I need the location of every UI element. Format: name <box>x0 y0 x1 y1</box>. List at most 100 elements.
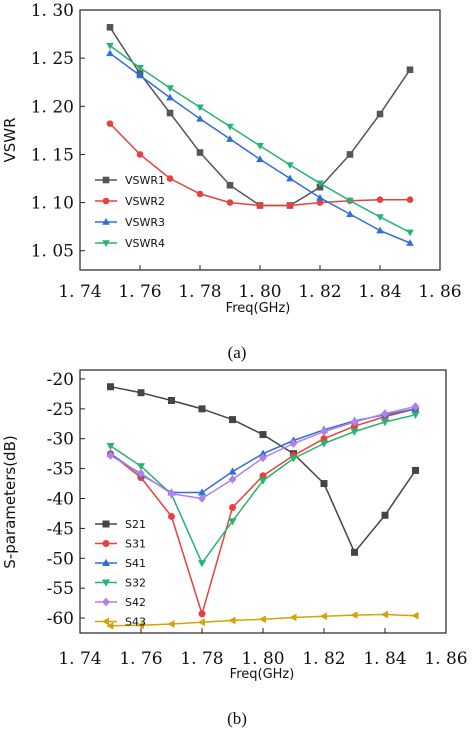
data-point-s41 <box>197 488 207 496</box>
data-point-vswr2 <box>376 196 384 204</box>
legend-marker-s31 <box>102 540 110 547</box>
legend-label-vswr3: VSWR3 <box>125 216 165 229</box>
data-point-s31 <box>198 610 206 618</box>
data-point-s21 <box>107 383 114 391</box>
y-tick-label: 1. 15 <box>31 145 74 165</box>
data-point-vswr4 <box>136 64 144 72</box>
data-point-vswr1 <box>166 109 174 117</box>
x-tick-label: 1. 82 <box>298 282 341 302</box>
legend-label-s21: S21 <box>125 518 146 531</box>
legend-marker-vswr1 <box>102 176 110 184</box>
data-point-s42 <box>381 409 389 419</box>
data-point-vswr2 <box>136 151 144 158</box>
data-point-vswr3 <box>316 193 324 201</box>
data-point-vswr4 <box>346 197 354 205</box>
data-point-vswr2 <box>316 199 324 206</box>
data-point-s43 <box>258 615 266 624</box>
legend-label-vswr2: VSWR2 <box>125 195 165 208</box>
data-point-s42 <box>137 469 145 478</box>
data-point-s42 <box>228 475 237 484</box>
legend-label-s42: S42 <box>125 596 146 609</box>
x-tick-label: 1. 78 <box>178 282 221 302</box>
data-point-vswr1 <box>226 181 234 189</box>
data-point-s32 <box>258 477 268 485</box>
data-point-s42 <box>106 451 115 460</box>
data-point-s32 <box>136 463 146 471</box>
data-point-s43 <box>350 611 358 619</box>
data-point-vswr2 <box>256 202 264 209</box>
data-point-vswr1 <box>346 151 354 158</box>
legend-a: VSWR1 VSWR2 VSWR3 VSWR4 <box>95 174 165 250</box>
legend-marker-s41 <box>101 558 111 566</box>
data-point-s21 <box>351 548 358 556</box>
data-point-s43 <box>411 611 419 620</box>
y-tick-label: -40 <box>47 490 74 510</box>
x-tick-label: 1. 74 <box>58 649 101 669</box>
y-tick-label: -35 <box>47 460 74 480</box>
legend-label-s31: S31 <box>125 538 146 551</box>
data-point-vswr4 <box>166 85 174 92</box>
data-point-vswr2 <box>406 196 414 204</box>
series-line-s31 <box>110 408 416 615</box>
data-point-vswr4 <box>316 180 324 188</box>
x-tick-labels-b: 1. 74 1. 76 1. 78 1. 80 1. 82 1. 84 1. 86 <box>58 628 468 669</box>
x-tick-label: 1. 80 <box>241 649 284 669</box>
y-tick-label: -60 <box>47 609 74 629</box>
legend-label-vswr1: VSWR1 <box>125 174 165 187</box>
plot-area-frame-b <box>79 369 447 634</box>
data-point-vswr3 <box>166 93 174 101</box>
data-point-s21 <box>198 405 206 413</box>
data-point-vswr1 <box>376 110 384 118</box>
data-point-s43 <box>319 612 327 621</box>
x-axis-title-a: Freq(GHz) <box>226 301 291 316</box>
y-tick-label: -45 <box>47 519 74 539</box>
data-point-s31 <box>320 435 328 443</box>
data-point-s43 <box>106 621 114 630</box>
chart-panel-a: 1. 74 1. 76 1. 78 1. 80 1. 82 1. 84 1. 86 1. 3… <box>1 1 462 362</box>
data-point-s31 <box>259 472 267 480</box>
y-tick-label: -55 <box>47 579 74 599</box>
data-point-s42 <box>411 402 420 411</box>
legend-label-vswr4: VSWR4 <box>125 237 165 250</box>
data-point-vswr3 <box>196 114 204 122</box>
legend-marker-s42 <box>102 597 110 607</box>
data-point-s32 <box>319 440 329 448</box>
data-point-vswr3 <box>346 210 354 217</box>
data-point-vswr3 <box>286 174 294 182</box>
series-line-s21 <box>110 385 417 554</box>
y-tick-label: -25 <box>47 400 74 420</box>
data-point-s31 <box>168 512 175 520</box>
legend-label-s32: S32 <box>125 577 146 590</box>
data-point-vswr4 <box>256 142 264 150</box>
data-point-vswr1 <box>196 149 204 156</box>
data-point-s43 <box>380 610 388 619</box>
x-axis-title-b: Freq(GHz) <box>230 667 295 682</box>
data-point-s32 <box>228 518 237 526</box>
y-tick-label: 1. 05 <box>31 242 74 262</box>
series-group-a <box>106 24 414 246</box>
data-point-vswr3 <box>106 49 114 57</box>
series-line-vswr2 <box>109 123 410 207</box>
x-tick-label: 1. 82 <box>302 649 345 669</box>
data-point-vswr2 <box>106 120 114 127</box>
legend-marker-s32 <box>101 579 111 587</box>
x-tick-label: 1. 74 <box>58 282 101 302</box>
data-point-s42 <box>289 439 298 448</box>
legend-b: S21 S31 S41 S32 S42 S43 <box>95 518 146 629</box>
x-tick-label: 1. 86 <box>418 282 461 302</box>
data-point-s41 <box>258 449 268 457</box>
y-tick-labels-a: 1. 30 1. 25 1. 20 1. 15 1. 10 1. 05 <box>31 1 85 262</box>
y-tick-label: -20 <box>47 370 74 390</box>
data-point-vswr4 <box>226 123 234 131</box>
y-tick-label: -30 <box>47 430 74 450</box>
data-point-s42 <box>167 489 176 499</box>
data-point-s21 <box>168 396 175 404</box>
y-tick-label: -50 <box>47 549 74 569</box>
y-axis-title-a: VSWR <box>1 117 19 162</box>
data-point-vswr3 <box>226 135 234 142</box>
chart-panel-b: 1. 74 1. 76 1. 78 1. 80 1. 82 1. 84 1. 86 -20-… <box>1 369 468 728</box>
data-point-s21 <box>137 389 145 397</box>
data-point-vswr3 <box>256 155 264 163</box>
x-tick-label: 1. 76 <box>118 282 161 302</box>
